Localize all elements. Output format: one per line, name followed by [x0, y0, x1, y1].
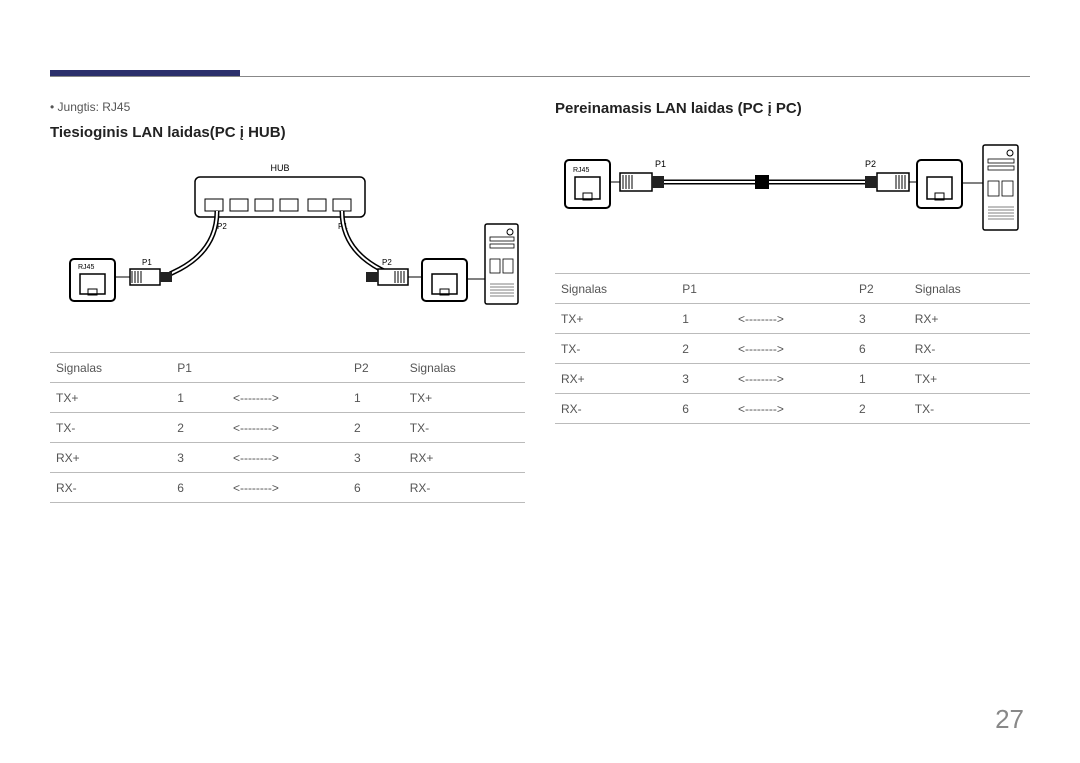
left-section-title: Tiesioginis LAN laidas(PC į HUB) — [50, 124, 525, 141]
left-column: • Jungtis: RJ45 Tiesioginis LAN laidas(P… — [50, 100, 525, 503]
table-row: RX+3<-------->3RX+ — [50, 443, 525, 473]
table-cell: <--------> — [227, 443, 348, 473]
header-rule — [50, 76, 1030, 77]
right-column: Pereinamasis LAN laidas (PC į PC) RJ45 P… — [555, 100, 1030, 503]
table-cell: 6 — [676, 394, 732, 424]
table-cell: RX+ — [909, 304, 1030, 334]
rj45-label-right: RJ45 — [573, 167, 589, 174]
table-header — [732, 274, 853, 304]
table-cell: 1 — [348, 383, 404, 413]
table-cell: TX+ — [909, 364, 1030, 394]
table-header: P1 — [171, 353, 227, 383]
page-content: • Jungtis: RJ45 Tiesioginis LAN laidas(P… — [0, 0, 1080, 543]
table-header: Signalas — [909, 274, 1030, 304]
table-cell: 6 — [348, 473, 404, 503]
table-cell: 1 — [853, 364, 909, 394]
table-cell: TX+ — [404, 383, 525, 413]
table-header: P2 — [348, 353, 404, 383]
table-cell: 1 — [171, 383, 227, 413]
table-cell: RX+ — [50, 443, 171, 473]
table-cell: 3 — [348, 443, 404, 473]
table-cell: 2 — [171, 413, 227, 443]
table-cell: <--------> — [732, 334, 853, 364]
table-cell: 3 — [853, 304, 909, 334]
conn-p2-label: P2 — [382, 258, 392, 267]
conn-p1-label-r: P1 — [655, 159, 666, 169]
table-cell: 3 — [676, 364, 732, 394]
table-cell: RX- — [555, 394, 676, 424]
pc-tower-icon — [485, 224, 518, 304]
table-cell: 2 — [853, 394, 909, 424]
table-header: Signalas — [50, 353, 171, 383]
right-table-body: TX+1<-------->3RX+TX-2<-------->6RX-RX+3… — [555, 304, 1030, 424]
table-cell: RX- — [404, 473, 525, 503]
conn-p1-label: P1 — [142, 258, 152, 267]
left-table-body: TX+1<-------->1TX+TX-2<-------->2TX-RX+3… — [50, 383, 525, 503]
hub-port-left-label: P2 — [217, 222, 227, 231]
table-cell: 2 — [348, 413, 404, 443]
table-cell: TX- — [50, 413, 171, 443]
left-signal-table: Signalas P1 P2 Signalas TX+1<-------->1T… — [50, 352, 525, 503]
table-header: P2 — [853, 274, 909, 304]
right-section-title: Pereinamasis LAN laidas (PC į PC) — [555, 100, 1030, 117]
table-cell: RX- — [50, 473, 171, 503]
table-cell: <--------> — [227, 413, 348, 443]
table-cell: RX+ — [404, 443, 525, 473]
table-cell: <--------> — [732, 364, 853, 394]
table-cell: TX+ — [555, 304, 676, 334]
table-row: TX-2<-------->6RX- — [555, 334, 1030, 364]
table-cell: RX- — [909, 334, 1030, 364]
table-cell: TX- — [909, 394, 1030, 424]
table-cell: RX+ — [555, 364, 676, 394]
diagram-pc-to-pc: RJ45 P1 P2 — [555, 135, 1025, 250]
table-cell: TX- — [555, 334, 676, 364]
table-cell: TX- — [404, 413, 525, 443]
diagram-pc-to-hub: HUB P2 P1 — [50, 159, 520, 329]
hub-label: HUB — [270, 163, 289, 173]
connector-bullet: • Jungtis: RJ45 — [50, 100, 525, 114]
table-row: RX-6<-------->6RX- — [50, 473, 525, 503]
table-cell: <--------> — [227, 473, 348, 503]
table-cell: 1 — [676, 304, 732, 334]
table-row: TX+1<-------->1TX+ — [50, 383, 525, 413]
right-signal-table: Signalas P1 P2 Signalas TX+1<-------->3R… — [555, 273, 1030, 424]
table-cell: 3 — [171, 443, 227, 473]
table-header — [227, 353, 348, 383]
table-header: Signalas — [404, 353, 525, 383]
table-row: RX-6<-------->2TX- — [555, 394, 1030, 424]
table-cell: TX+ — [50, 383, 171, 413]
table-cell: <--------> — [227, 383, 348, 413]
table-cell: 6 — [171, 473, 227, 503]
table-cell: <--------> — [732, 394, 853, 424]
pc-tower-icon-r — [983, 145, 1018, 230]
table-cell: 2 — [676, 334, 732, 364]
hub-ports — [205, 199, 351, 211]
table-cell: 6 — [853, 334, 909, 364]
table-header: P1 — [676, 274, 732, 304]
rj45-label-left: RJ45 — [78, 264, 94, 271]
page-number: 27 — [995, 704, 1024, 735]
table-row: TX-2<-------->2TX- — [50, 413, 525, 443]
table-row: RX+3<-------->1TX+ — [555, 364, 1030, 394]
conn-p2-label-r: P2 — [865, 159, 876, 169]
connector-text: Jungtis: RJ45 — [58, 100, 131, 114]
table-header: Signalas — [555, 274, 676, 304]
table-row: TX+1<-------->3RX+ — [555, 304, 1030, 334]
table-cell: <--------> — [732, 304, 853, 334]
